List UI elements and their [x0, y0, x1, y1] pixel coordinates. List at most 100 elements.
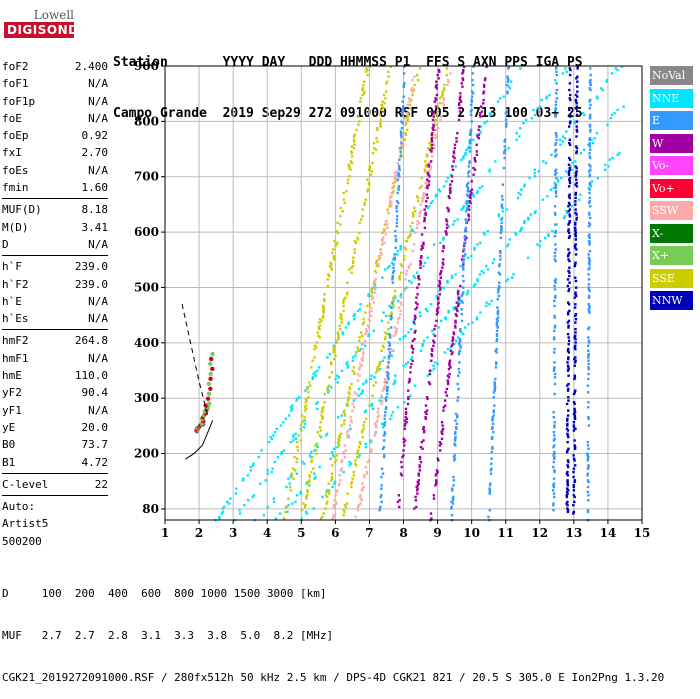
trace-point-e: [383, 430, 386, 434]
trace-point-nne: [464, 151, 467, 155]
trace-point-e: [385, 399, 388, 402]
trace-point-w: [428, 382, 432, 386]
trace-point-ssw: [337, 484, 341, 487]
trace-point-sse: [335, 229, 338, 233]
x-tick-label: 5: [297, 526, 305, 540]
trace-point-nnw: [575, 166, 578, 170]
trace-point-w: [433, 334, 437, 338]
trace-point-ssw: [379, 402, 383, 406]
trace-point-nnw: [574, 165, 577, 168]
trace-point-nne: [360, 392, 363, 396]
trace-point-ssw: [424, 186, 427, 190]
trace-point-w: [459, 284, 462, 288]
trace-point-nnw: [566, 487, 569, 490]
trace-point-nnw: [572, 392, 576, 396]
trace-point-nne: [533, 175, 537, 178]
trace-point-sse: [341, 210, 344, 213]
trace-point-sse: [305, 497, 308, 500]
trace-point-nne: [449, 346, 453, 349]
trace-point-w: [449, 366, 452, 369]
trace-point-sse: [348, 392, 351, 396]
trace-point-e: [554, 190, 558, 193]
trace-point-e: [396, 191, 399, 195]
trace-point-nne: [564, 170, 568, 173]
trace-point-nne: [381, 359, 384, 362]
trace-point-w: [432, 339, 435, 343]
trace-point-nne: [533, 211, 536, 215]
trace-point-x: [206, 391, 212, 396]
trace-point-sse: [398, 274, 402, 278]
trace-point-sse: [336, 331, 340, 334]
trace-point-sse: [345, 502, 349, 505]
trace-point-w: [416, 487, 419, 490]
trace-point-e: [462, 268, 465, 271]
trace-point-e: [488, 509, 492, 512]
trace-point-ssw: [351, 402, 354, 406]
trace-point-w: [434, 97, 437, 100]
trace-point-nne: [455, 339, 458, 343]
trace-point-e: [507, 65, 511, 68]
trace-point-nne: [447, 311, 450, 314]
trace-point-e: [500, 225, 503, 228]
trace-point-nne: [304, 389, 307, 392]
trace-point-sse: [379, 125, 382, 128]
trace-point-sse: [425, 153, 428, 156]
trace-point-nne: [622, 105, 625, 108]
trace-point-e: [460, 294, 463, 298]
trace-point-e: [383, 439, 386, 442]
trace-point-ssw: [359, 494, 362, 497]
trace-point-e: [588, 123, 592, 127]
x-tick-label: 10: [463, 526, 480, 540]
trace-point-nne: [329, 457, 332, 460]
trace-point-e: [505, 123, 508, 127]
trace-point-w: [457, 296, 460, 299]
trace-point-e: [553, 336, 556, 339]
trace-point-sse: [316, 331, 319, 334]
trace-point-w: [445, 231, 448, 235]
trace-point-ssw: [441, 102, 444, 105]
trace-point-w: [454, 321, 457, 324]
trace-point-e: [401, 113, 404, 117]
trace-point-w: [416, 489, 419, 492]
trace-point-ssw: [394, 180, 397, 183]
trace-point-nne: [369, 440, 373, 444]
trace-point-nne: [519, 228, 523, 231]
trace-point-nne: [367, 294, 370, 298]
trace-point-e: [587, 326, 591, 329]
trace-point-nne: [479, 130, 482, 133]
trace-point-nne: [319, 435, 323, 439]
trace-point-e: [461, 286, 465, 289]
trace-point-sse: [340, 314, 343, 318]
trace-point-e: [587, 286, 590, 289]
trace-point-nne: [476, 243, 479, 246]
trace-point-ssw: [425, 180, 428, 183]
trace-point-nne: [278, 512, 282, 515]
trace-point-nnw: [568, 181, 572, 185]
y-tick-label: 500: [134, 280, 159, 294]
trace-point-nne: [390, 414, 393, 417]
param-value: N/A: [88, 94, 108, 108]
trace-point-e: [497, 288, 500, 291]
trace-point-w: [432, 115, 435, 118]
trace-point-e: [495, 323, 499, 326]
trace-point-w: [483, 78, 487, 82]
trace-point-e: [383, 454, 386, 457]
trace-point-nne: [415, 271, 419, 274]
trace-point-sse: [322, 314, 325, 318]
trace-point-sse: [425, 163, 428, 166]
trace-point-e: [552, 337, 556, 341]
trace-point-nne: [410, 228, 414, 231]
trace-point-e: [491, 417, 494, 421]
trace-point-nne: [234, 492, 238, 495]
trace-point-sse: [337, 437, 340, 441]
trace-point-sse: [380, 349, 383, 352]
trace-point-nne: [295, 472, 299, 475]
trace-point-w: [422, 430, 426, 434]
trace-point-e: [466, 201, 469, 205]
trace-point-ssw: [385, 366, 389, 369]
trace-point-sse: [333, 460, 337, 464]
trace-point-e: [496, 311, 499, 314]
trace-point-e: [587, 294, 591, 298]
trace-point-nne: [559, 143, 562, 147]
trace-point-nnw: [574, 234, 577, 238]
